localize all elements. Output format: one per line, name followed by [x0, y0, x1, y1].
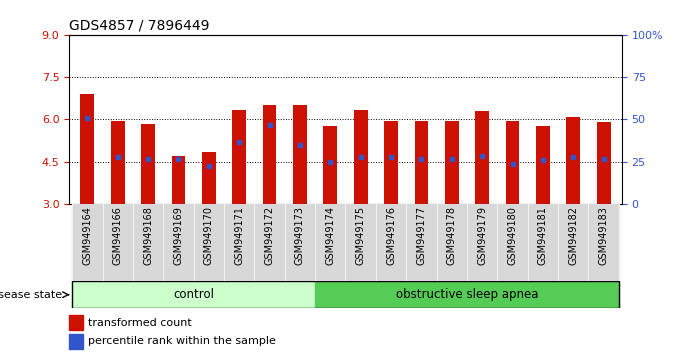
- Text: control: control: [173, 288, 214, 301]
- Bar: [346, 204, 376, 281]
- Bar: [528, 204, 558, 281]
- Bar: [232, 110, 246, 204]
- Bar: [193, 204, 224, 281]
- Text: GSM949166: GSM949166: [113, 206, 123, 265]
- Bar: [406, 204, 437, 281]
- Bar: [72, 204, 102, 281]
- Bar: [133, 204, 163, 281]
- Text: GSM949175: GSM949175: [356, 206, 366, 265]
- Text: GSM949178: GSM949178: [447, 206, 457, 265]
- Bar: [315, 281, 619, 308]
- Bar: [597, 122, 611, 204]
- Bar: [354, 110, 368, 204]
- Bar: [315, 204, 346, 281]
- Bar: [171, 156, 185, 204]
- Bar: [224, 204, 254, 281]
- Text: GSM949181: GSM949181: [538, 206, 548, 265]
- Bar: [263, 105, 276, 204]
- Bar: [467, 204, 498, 281]
- Bar: [69, 315, 83, 330]
- Text: GSM949180: GSM949180: [508, 206, 518, 265]
- Text: obstructive sleep apnea: obstructive sleep apnea: [396, 288, 538, 301]
- Bar: [589, 204, 619, 281]
- Bar: [384, 121, 398, 204]
- Text: GSM949168: GSM949168: [143, 206, 153, 265]
- Bar: [475, 111, 489, 204]
- Text: disease state: disease state: [0, 290, 62, 300]
- Bar: [202, 152, 216, 204]
- Text: GSM949183: GSM949183: [598, 206, 609, 265]
- Bar: [72, 281, 315, 308]
- Bar: [437, 204, 467, 281]
- Bar: [498, 204, 528, 281]
- Bar: [558, 204, 589, 281]
- Text: GSM949174: GSM949174: [325, 206, 335, 265]
- Bar: [102, 204, 133, 281]
- Bar: [111, 121, 124, 204]
- Bar: [285, 204, 315, 281]
- Bar: [445, 121, 459, 204]
- Text: GSM949172: GSM949172: [265, 206, 274, 265]
- Text: GSM949164: GSM949164: [82, 206, 93, 265]
- Bar: [323, 126, 337, 204]
- Bar: [506, 121, 520, 204]
- Text: transformed count: transformed count: [88, 318, 192, 328]
- Text: GSM949176: GSM949176: [386, 206, 396, 265]
- Bar: [163, 204, 193, 281]
- Bar: [293, 105, 307, 204]
- Text: GDS4857 / 7896449: GDS4857 / 7896449: [69, 19, 209, 33]
- Text: GSM949182: GSM949182: [568, 206, 578, 265]
- Bar: [567, 117, 580, 204]
- Bar: [80, 94, 94, 204]
- Text: GSM949177: GSM949177: [417, 206, 426, 265]
- Text: GSM949170: GSM949170: [204, 206, 214, 265]
- Bar: [536, 126, 550, 204]
- Text: GSM949169: GSM949169: [173, 206, 183, 265]
- Bar: [69, 334, 83, 348]
- Bar: [376, 204, 406, 281]
- Text: GSM949173: GSM949173: [295, 206, 305, 265]
- Text: GSM949179: GSM949179: [477, 206, 487, 265]
- Text: percentile rank within the sample: percentile rank within the sample: [88, 336, 276, 346]
- Text: GSM949171: GSM949171: [234, 206, 244, 265]
- Bar: [254, 204, 285, 281]
- Bar: [415, 121, 428, 204]
- Bar: [141, 124, 155, 204]
